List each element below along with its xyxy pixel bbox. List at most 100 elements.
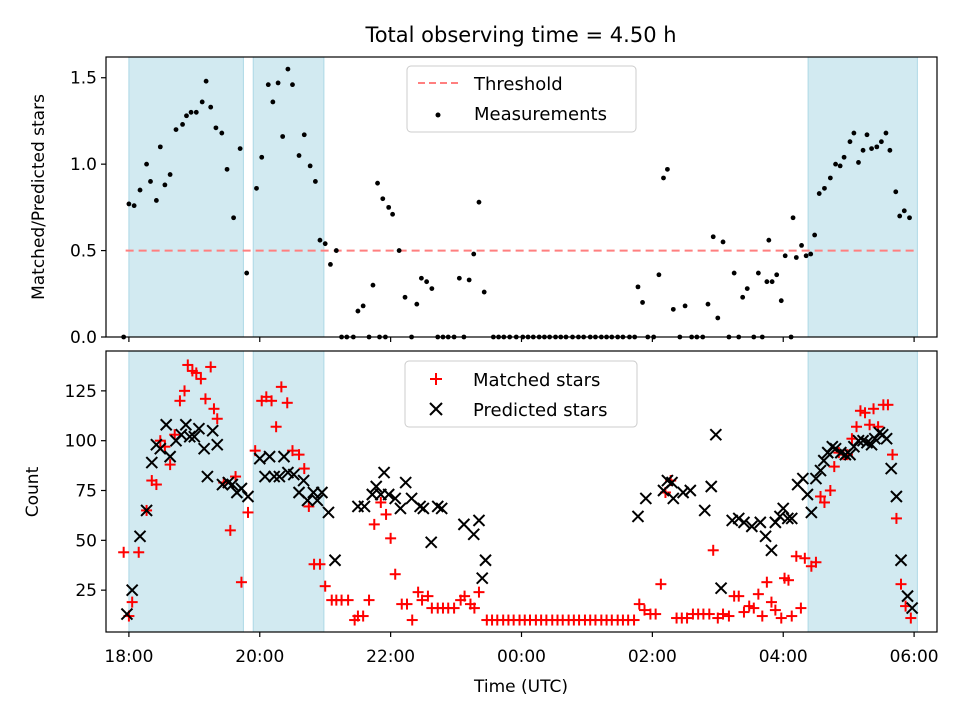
measurement-point bbox=[280, 134, 286, 139]
y-tick-label: 1.5 bbox=[70, 69, 97, 89]
matched-star-marker bbox=[818, 496, 830, 508]
matched-star-marker bbox=[752, 588, 764, 600]
measurement-point bbox=[808, 251, 814, 257]
predicted-star-marker bbox=[631, 510, 645, 523]
matched-star-marker bbox=[890, 512, 902, 524]
matched-star-marker bbox=[293, 449, 305, 461]
predicted-star-marker bbox=[192, 422, 206, 435]
predicted-star-marker bbox=[211, 438, 224, 451]
matched-star-marker bbox=[448, 602, 460, 614]
measurement-point bbox=[471, 251, 477, 257]
predicted-star-marker bbox=[163, 450, 177, 463]
predicted-star-marker bbox=[901, 589, 914, 603]
legend-matched-label: Matched stars bbox=[473, 370, 600, 391]
matched-star-marker bbox=[650, 608, 662, 620]
predicted-star-marker bbox=[263, 450, 276, 463]
matched-star-marker bbox=[868, 403, 880, 415]
predicted-star-marker bbox=[370, 480, 383, 493]
matched-star-marker bbox=[208, 403, 220, 415]
matched-star-marker bbox=[790, 550, 802, 562]
matched-star-marker bbox=[266, 395, 278, 407]
predicted-star-marker bbox=[709, 428, 723, 441]
measurement-point bbox=[869, 146, 874, 152]
matched-star-marker bbox=[824, 485, 836, 497]
measurement-point bbox=[847, 139, 853, 145]
matched-star-marker bbox=[406, 614, 418, 626]
predicted-star-marker bbox=[431, 500, 444, 513]
measurement-point bbox=[167, 172, 173, 177]
matched-star-marker bbox=[389, 568, 401, 580]
x-tick-label: 02:00 bbox=[628, 647, 677, 667]
measurement-point bbox=[635, 284, 641, 290]
measurement-point bbox=[731, 270, 737, 276]
predicted-star-marker bbox=[805, 506, 818, 519]
measurement-point bbox=[380, 196, 386, 202]
matched-star-marker bbox=[242, 506, 254, 518]
measurement-point bbox=[396, 248, 402, 253]
predicted-star-marker bbox=[781, 512, 795, 525]
measurement-point bbox=[219, 130, 225, 136]
matched-star-marker bbox=[765, 596, 777, 608]
predicted-star-marker bbox=[479, 554, 492, 567]
measurement-point bbox=[208, 104, 214, 110]
matched-star-marker bbox=[357, 610, 369, 622]
matched-star-marker bbox=[412, 586, 424, 598]
measurement-point bbox=[402, 294, 408, 300]
predicted-star-marker bbox=[880, 432, 893, 445]
x-tick-label: 06:00 bbox=[890, 647, 939, 667]
measurement-point bbox=[812, 232, 818, 238]
matched-star-marker bbox=[235, 576, 247, 588]
measurement-point bbox=[328, 262, 333, 267]
measurement-point bbox=[755, 270, 761, 276]
measurement-point bbox=[715, 315, 721, 321]
predicted-star-marker bbox=[267, 470, 281, 483]
predicted-star-marker bbox=[222, 476, 235, 489]
matched-star-marker bbox=[275, 381, 287, 393]
measurement-point bbox=[312, 179, 318, 184]
matched-star-marker bbox=[422, 590, 434, 602]
matched-star-marker bbox=[703, 608, 715, 620]
measurement-point bbox=[285, 66, 291, 72]
bottom-y-axis-label: Count bbox=[23, 466, 43, 517]
matched-star-marker bbox=[681, 612, 693, 624]
top-legend: Threshold Measurements bbox=[406, 65, 637, 133]
x-tick-label: 00:00 bbox=[497, 647, 546, 667]
matched-star-marker bbox=[828, 461, 840, 473]
shaded-interval bbox=[807, 56, 918, 338]
predicted-star-marker bbox=[754, 516, 767, 529]
legend-measurements-swatch bbox=[435, 112, 441, 118]
matched-star-marker bbox=[224, 524, 236, 536]
measurement-point bbox=[901, 208, 907, 214]
matched-star-marker bbox=[775, 612, 787, 624]
measurement-point bbox=[778, 298, 784, 304]
measurement-point bbox=[386, 204, 392, 210]
bottom-legend: Matched stars Predicted stars bbox=[404, 360, 638, 428]
measurement-point bbox=[790, 215, 796, 221]
measurement-point bbox=[390, 211, 395, 217]
matched-star-marker bbox=[733, 590, 745, 602]
measurement-point bbox=[333, 248, 339, 253]
measurement-point bbox=[816, 191, 822, 196]
measurement-point bbox=[827, 175, 833, 181]
predicted-star-marker bbox=[389, 492, 402, 505]
matched-star-marker bbox=[363, 594, 375, 606]
matched-star-marker bbox=[895, 578, 907, 590]
matched-star-marker bbox=[195, 373, 207, 385]
matched-star-marker bbox=[126, 596, 138, 608]
measurement-point bbox=[456, 275, 462, 281]
measurement-point bbox=[224, 166, 230, 172]
predicted-star-marker bbox=[311, 494, 324, 507]
measurement-point bbox=[766, 237, 772, 243]
predicted-star-marker bbox=[785, 512, 798, 525]
matched-star-marker bbox=[281, 397, 293, 409]
matched-star-marker bbox=[810, 556, 822, 568]
matched-star-marker bbox=[164, 459, 176, 471]
predicted-star-marker bbox=[665, 476, 679, 489]
matched-star-marker bbox=[211, 413, 223, 425]
measurement-point bbox=[355, 308, 361, 314]
y-tick-label: 125 bbox=[65, 382, 97, 402]
measurement-point bbox=[275, 80, 281, 86]
measurement-point bbox=[705, 301, 711, 307]
predicted-star-marker bbox=[714, 581, 728, 595]
predicted-star-marker bbox=[159, 418, 173, 431]
